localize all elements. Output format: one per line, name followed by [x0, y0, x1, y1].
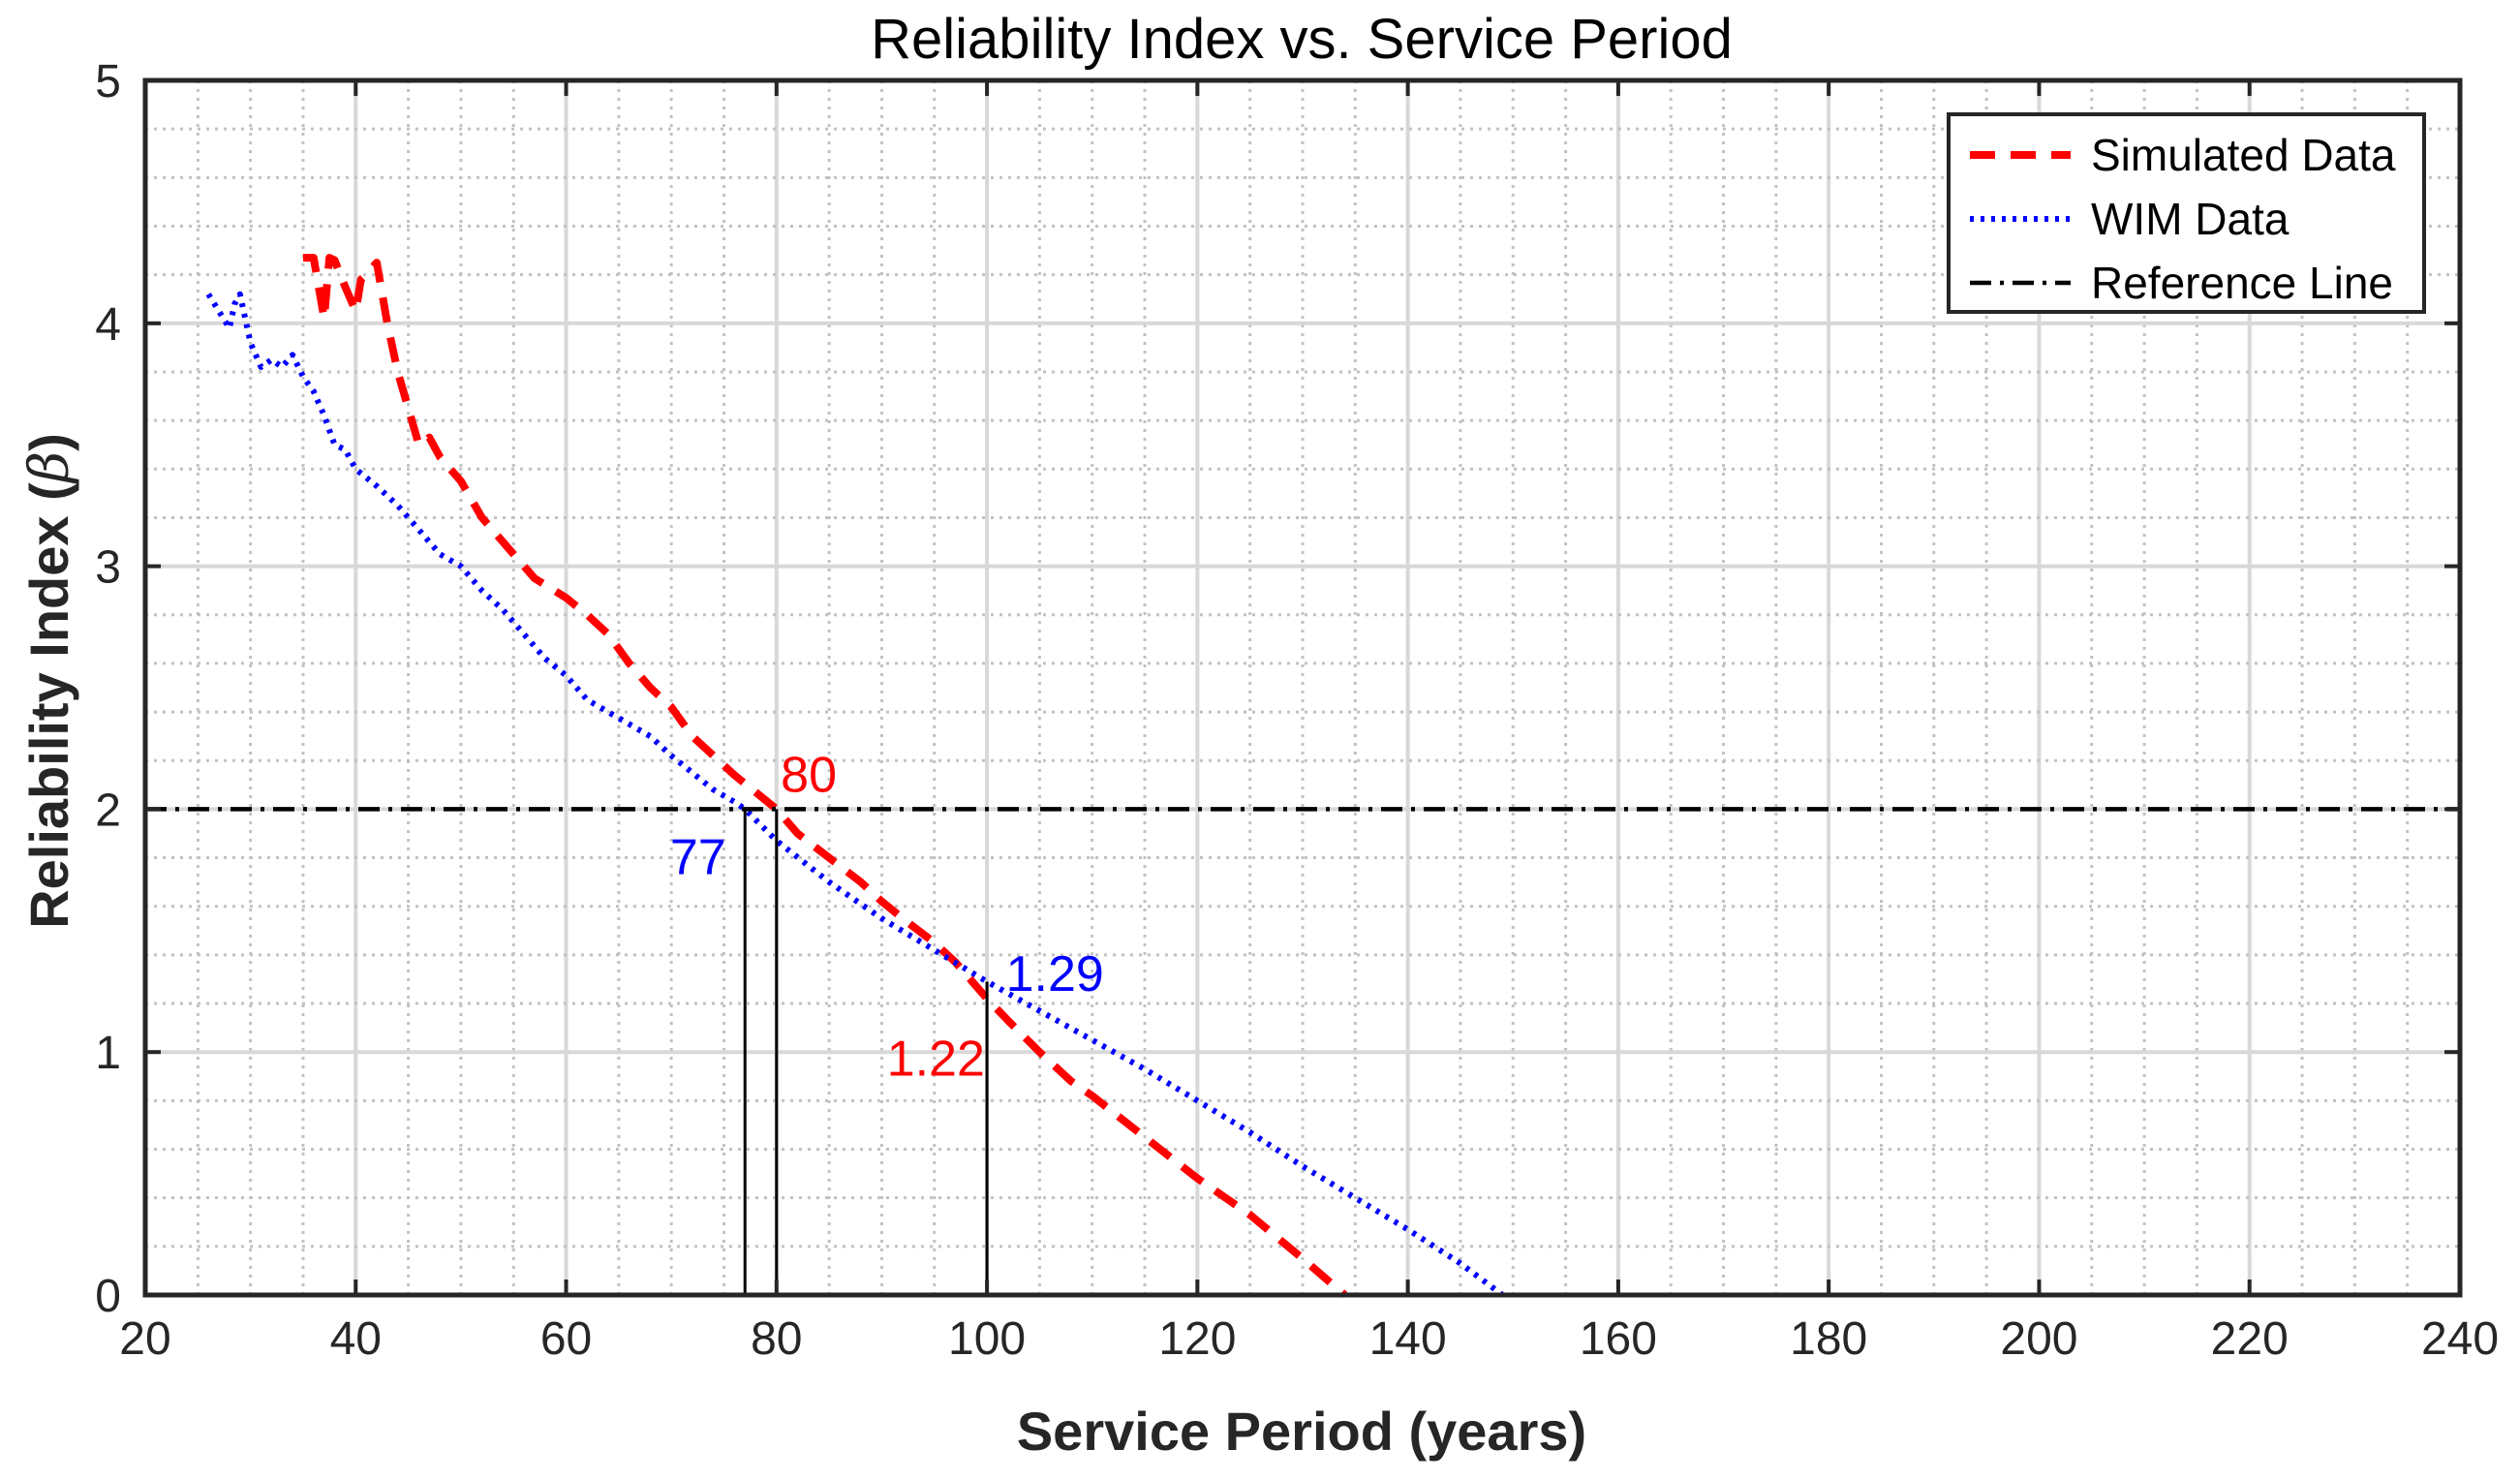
- legend-box: [1947, 112, 2426, 314]
- series-line-wim-data: [205, 291, 1505, 1298]
- x-axis-label: Service Period (years): [1017, 1401, 1586, 1462]
- legend: Simulated Data WIM Data Reference Line: [1947, 112, 2426, 314]
- y-tick-label: 4: [95, 299, 121, 351]
- x-tick-label: 240: [2421, 1313, 2499, 1365]
- legend-label: WIM Data: [2091, 194, 2290, 244]
- x-tick-label: 140: [1369, 1313, 1447, 1365]
- annotation-label: 80: [781, 747, 837, 803]
- annotations: 80 77 1.29 1.22: [670, 747, 1104, 1087]
- legend-label: Reference Line: [2091, 258, 2393, 308]
- x-tick-label: 220: [2211, 1313, 2289, 1365]
- y-tick-label: 2: [95, 785, 121, 836]
- series-line-simulated-data: [303, 254, 1348, 1299]
- y-axis-label-close: ): [18, 433, 79, 451]
- y-tick-label: 0: [95, 1271, 121, 1322]
- series-group: [145, 254, 2460, 1299]
- x-tick-label: 20: [119, 1313, 170, 1365]
- x-tick-label: 200: [2000, 1313, 2077, 1365]
- annotation-label: 77: [670, 830, 726, 886]
- legend-label: Simulated Data: [2091, 130, 2396, 180]
- y-axis-label: Reliability Index (β): [18, 433, 81, 929]
- y-axis-label-beta: β: [18, 451, 81, 484]
- y-axis-label-text: Reliability Index (: [18, 482, 79, 929]
- y-tick-label: 5: [95, 56, 121, 108]
- annotation-label: 1.22: [887, 1032, 985, 1088]
- x-tick-label: 160: [1580, 1313, 1657, 1365]
- annotation-label: 1.29: [1006, 946, 1104, 1002]
- axes-box: [142, 77, 2463, 1298]
- x-tick-label: 60: [540, 1313, 592, 1365]
- x-tick-label: 40: [330, 1313, 382, 1365]
- x-tick-label: 120: [1158, 1313, 1236, 1365]
- x-tick-label: 180: [1790, 1313, 1867, 1365]
- ticks: 20 40 60 80 100 120 140 160 180 200 220 240 0 1 2 3 4 5: [95, 56, 2499, 1365]
- y-tick-label: 1: [95, 1028, 121, 1079]
- vertical-markers: [743, 809, 989, 1295]
- y-tick-label: 3: [95, 542, 121, 594]
- x-tick-label: 80: [751, 1313, 802, 1365]
- x-tick-label: 100: [948, 1313, 1026, 1365]
- chart-title: Reliability Index vs. Service Period: [871, 8, 1733, 71]
